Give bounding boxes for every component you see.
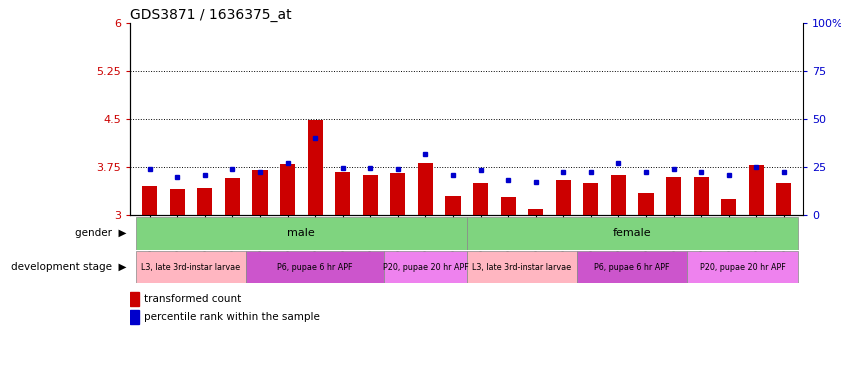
Bar [577, 251, 687, 283]
Bar [467, 217, 797, 250]
Bar [280, 164, 295, 215]
Bar [335, 172, 350, 215]
Text: P6, pupae 6 hr APF: P6, pupae 6 hr APF [278, 263, 353, 271]
Text: male: male [288, 228, 315, 238]
Text: P20, pupae 20 hr APF: P20, pupae 20 hr APF [700, 263, 785, 271]
Text: transformed count: transformed count [144, 294, 241, 304]
Bar [556, 180, 571, 215]
Bar [252, 170, 267, 215]
Bar [170, 189, 185, 215]
Bar [687, 251, 797, 283]
Bar [384, 251, 467, 283]
Bar [748, 165, 764, 215]
Bar [694, 177, 709, 215]
Text: GDS3871 / 1636375_at: GDS3871 / 1636375_at [130, 8, 292, 22]
Bar [446, 196, 461, 215]
Bar [418, 162, 433, 215]
Bar [666, 177, 681, 215]
Bar [500, 197, 516, 215]
Bar [638, 193, 653, 215]
Bar [473, 183, 488, 215]
Bar [198, 188, 213, 215]
Bar [721, 199, 736, 215]
Text: gender  ▶: gender ▶ [75, 228, 126, 238]
Bar [611, 175, 626, 215]
Bar [584, 183, 599, 215]
Text: development stage  ▶: development stage ▶ [11, 262, 126, 272]
Bar [528, 209, 543, 215]
Bar [308, 120, 323, 215]
Bar [142, 186, 157, 215]
Text: percentile rank within the sample: percentile rank within the sample [144, 312, 320, 322]
Bar [390, 174, 405, 215]
Bar [362, 175, 378, 215]
Bar [776, 183, 791, 215]
Text: L3, late 3rd-instar larvae: L3, late 3rd-instar larvae [473, 263, 572, 271]
Bar [136, 217, 467, 250]
Text: P6, pupae 6 hr APF: P6, pupae 6 hr APF [595, 263, 670, 271]
Text: female: female [613, 228, 652, 238]
Bar [225, 178, 240, 215]
Bar [130, 310, 139, 324]
Bar [130, 292, 139, 306]
Bar [246, 251, 384, 283]
Bar [467, 251, 577, 283]
Text: L3, late 3rd-instar larvae: L3, late 3rd-instar larvae [141, 263, 241, 271]
Text: P20, pupae 20 hr APF: P20, pupae 20 hr APF [383, 263, 468, 271]
Bar [136, 251, 246, 283]
